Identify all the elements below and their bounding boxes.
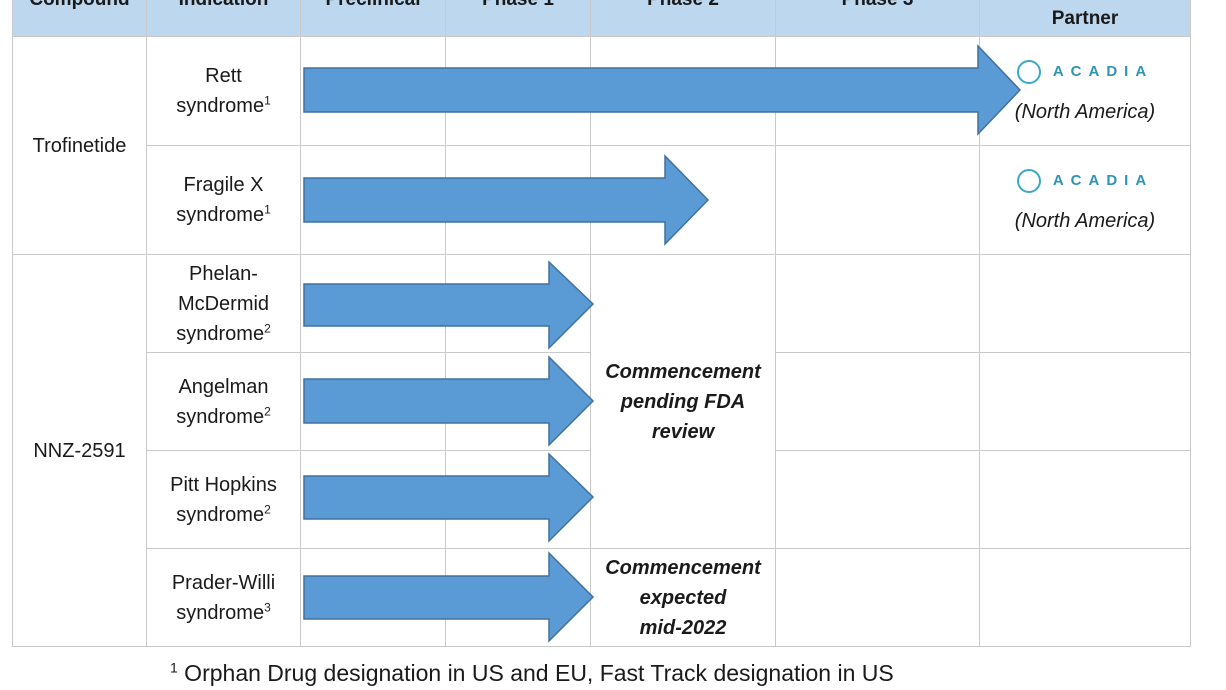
indication-line: Angelman — [178, 375, 269, 398]
partner-cell: ACADIA (North America) — [979, 36, 1191, 146]
indication-line: McDermid — [177, 292, 270, 315]
indication-angelman: Angelman syndrome2 — [146, 352, 301, 451]
indication-line: syndrome — [176, 601, 265, 624]
table-row: Trofinetide Rett syndrome1 ACADIA (North… — [12, 36, 1191, 255]
note-line: Commencement — [605, 556, 761, 579]
indication-rett: Rett syndrome1 — [146, 36, 301, 146]
indication-line: syndrome — [176, 503, 265, 526]
header-phase-3: Phase 3 — [775, 0, 980, 37]
indication-line: syndrome — [176, 95, 265, 117]
footnote: 1 Orphan Drug designation in US and EU, … — [170, 660, 894, 687]
indication-phelan-mcdermid: Phelan- McDermid syndrome2 — [146, 254, 301, 353]
footnote-marker: 2 — [264, 403, 271, 418]
header-partner: Partner — [979, 0, 1191, 37]
note-line: review — [651, 420, 715, 443]
header-compound: Compound — [12, 0, 147, 37]
partner-region: (North America) — [1014, 210, 1156, 232]
partner-region: (North America) — [1014, 101, 1156, 123]
compound-nnz-2591: NNZ-2591 — [12, 254, 147, 647]
acadia-ring-icon — [1016, 169, 1041, 193]
indication-line: syndrome — [176, 322, 265, 345]
footnote-marker: 3 — [264, 599, 271, 614]
partner-cell: ACADIA (North America) — [979, 145, 1191, 255]
indication-prader-willi: Prader-Willi syndrome3 — [146, 548, 301, 647]
footnote-marker: 1 — [170, 659, 178, 676]
header-phase-1: Phase 1 — [445, 0, 591, 37]
header-indication: Indication — [146, 0, 301, 37]
footnote-marker: 1 — [264, 93, 271, 108]
note-line: Commencement — [605, 360, 761, 383]
acadia-logo: ACADIA — [980, 166, 1190, 196]
indication-line: Prader-Willi — [171, 571, 276, 594]
indication-line: Fragile X — [183, 174, 264, 196]
acadia-ring-icon — [1016, 60, 1041, 84]
indication-line: syndrome — [176, 405, 265, 428]
footnote-marker: 2 — [264, 320, 271, 335]
note-line: mid-2022 — [639, 616, 727, 639]
acadia-logo: ACADIA — [980, 57, 1190, 87]
indication-pitt-hopkins: Pitt Hopkins syndrome2 — [146, 450, 301, 549]
header-phase-2: Phase 2 — [590, 0, 776, 37]
note-line: expected — [639, 586, 727, 609]
acadia-wordmark: ACADIA — [1052, 172, 1154, 189]
note-line: pending FDA — [620, 390, 746, 413]
pipeline-table: Compound Indication Preclinical Phase 1 … — [12, 0, 1191, 647]
indication-line: Phelan- — [189, 262, 258, 285]
footnote-marker: 1 — [264, 202, 271, 217]
compound-trofinetide: Trofinetide — [12, 36, 147, 255]
acadia-wordmark: ACADIA — [1052, 63, 1154, 80]
indication-line: Pitt Hopkins — [170, 473, 277, 496]
indication-fragile-x: Fragile X syndrome1 — [146, 145, 301, 255]
indication-line: Rett — [205, 65, 242, 87]
footnote-text: Orphan Drug designation in US and EU, Fa… — [177, 660, 894, 686]
table-row: NNZ-2591 Phelan- McDermid syndrome2 Comm… — [12, 254, 1191, 647]
phase2-note-expected: Commencement expected mid-2022 — [590, 548, 776, 647]
footnote-marker: 2 — [264, 501, 271, 516]
indication-line: syndrome — [176, 204, 265, 226]
table-row: Prader-Willi syndrome3 Commencement expe… — [13, 548, 1191, 647]
table-row: Fragile X syndrome1 ACADIA (North Americ… — [13, 145, 1191, 255]
phase2-note-fda: Commencement pending FDA review — [590, 254, 776, 549]
header-preclinical: Preclinical — [300, 0, 446, 37]
header-row: Compound Indication Preclinical Phase 1 … — [12, 0, 1191, 37]
